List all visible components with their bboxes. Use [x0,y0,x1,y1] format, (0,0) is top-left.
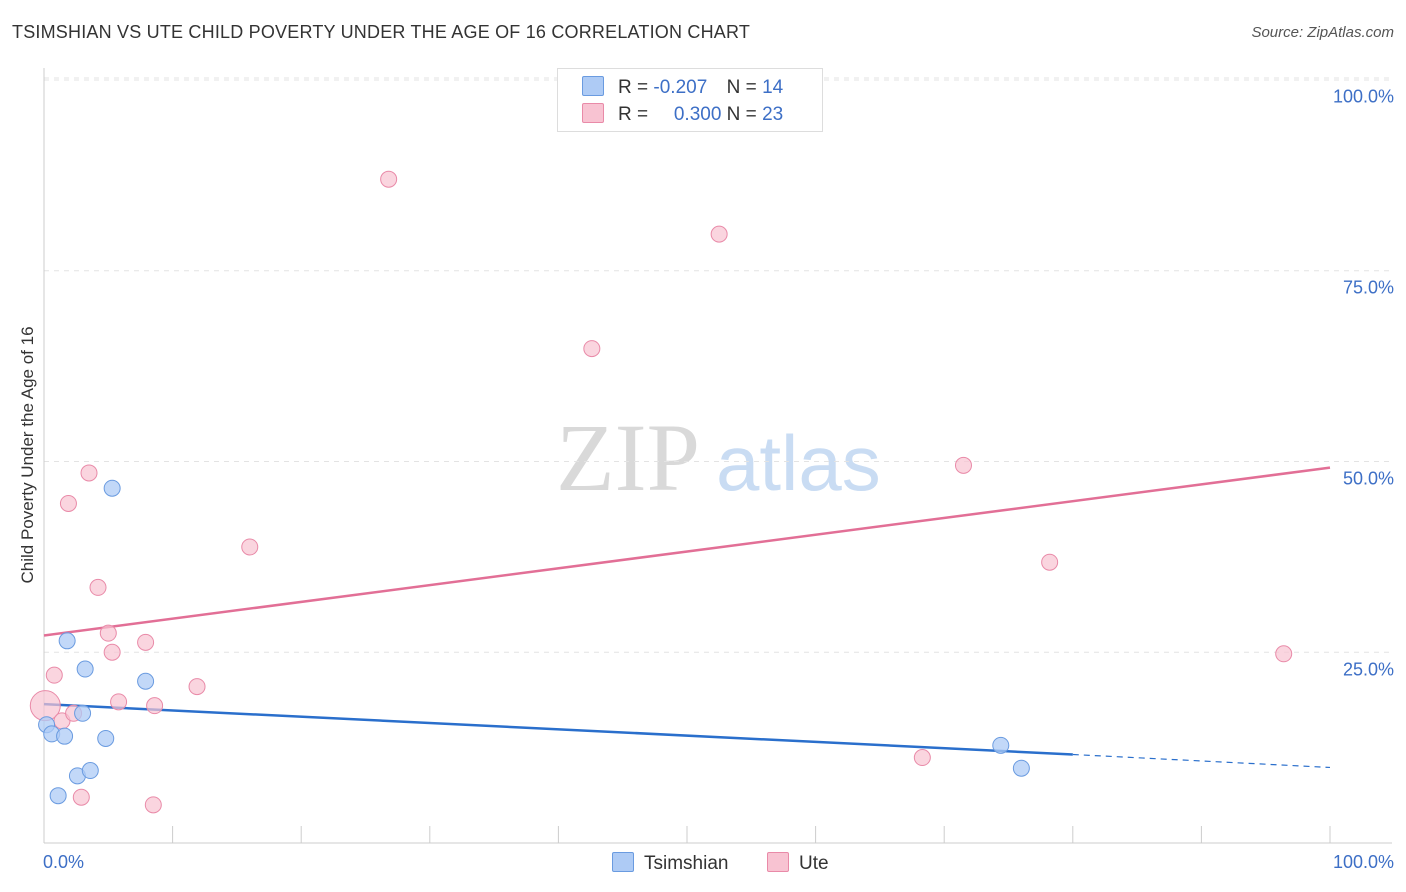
ute-point [954,456,972,474]
legend-r-label: R = [618,77,649,98]
legend-n-value: 14 [762,77,784,98]
ute-point [241,538,259,556]
ute-point [710,225,728,243]
y-tick-label: 25.0% [1342,659,1394,680]
legend-swatch-tsimshian [612,852,634,872]
x-tick-label: 100.0% [1332,852,1394,872]
legend-label: Ute [799,853,829,874]
y-tick-label: 50.0% [1342,468,1394,489]
legend-row-ute: R = 0.300 N = 23 [582,103,783,126]
ute-point [1041,553,1059,571]
legend-n-value: 23 [762,104,784,125]
legend-swatch-tsimshian [582,76,604,96]
watermark-zip: ZIP [556,404,700,511]
ute-point [146,697,164,715]
ute-point [583,340,601,358]
y-tick-label: 100.0% [1332,86,1394,107]
ute-point [110,693,128,711]
ute-point [99,624,117,642]
tsimshian-point [992,736,1010,754]
tsimshian-point [1012,759,1030,777]
ute-point [45,666,63,684]
ute-point [59,494,77,512]
ute-point [80,464,98,482]
ute-point [89,578,107,596]
bottom-legend-ute: Ute [767,852,829,875]
legend-r-label: R = [618,104,649,125]
bottom-legend-tsimshian: Tsimshian [612,852,728,875]
legend-r-value: 0.300 [673,104,722,125]
legend-row-tsimshian: R = -0.207 N = 14 [582,76,783,99]
ute-point [103,643,121,661]
tsimshian-point [76,660,94,678]
tsimshian-trend-line [43,702,1073,756]
ute-point [144,796,162,814]
tsimshian-point [56,727,74,745]
legend-label: Tsimshian [644,853,729,874]
legend-swatch-ute [582,103,604,123]
tsimshian-point [103,479,121,497]
ute-trend-line [43,466,1331,637]
tsimshian-point [58,632,76,650]
legend: R = -0.207 N = 14 R = 0.300 N = 23 [557,68,823,132]
ute-point [72,788,90,806]
ute-point [188,678,206,696]
legend-swatch-ute [767,852,789,872]
watermark-atlas: atlas [716,419,881,507]
legend-n-label: N = [726,77,757,98]
tsimshian-point [137,672,155,690]
ute-point [1275,645,1293,663]
legend-r-value: -0.207 [653,77,708,98]
x-tick-label: 0.0% [43,852,85,872]
tsimshian-point [81,762,99,780]
chart-title: TSIMSHIAN VS UTE CHILD POVERTY UNDER THE… [12,22,751,42]
legend-n-label: N = [726,104,757,125]
y-tick-label: 75.0% [1342,277,1394,298]
tsimshian-point [97,729,115,747]
tsimshian-point [49,787,67,805]
source-credit: Source: ZipAtlas.com [1251,24,1394,41]
tsimshian-point [74,704,92,722]
tsimshian-trend-extension [1072,753,1331,769]
ute-point [137,633,155,651]
ute-point [380,170,398,188]
ute-point [913,749,931,767]
